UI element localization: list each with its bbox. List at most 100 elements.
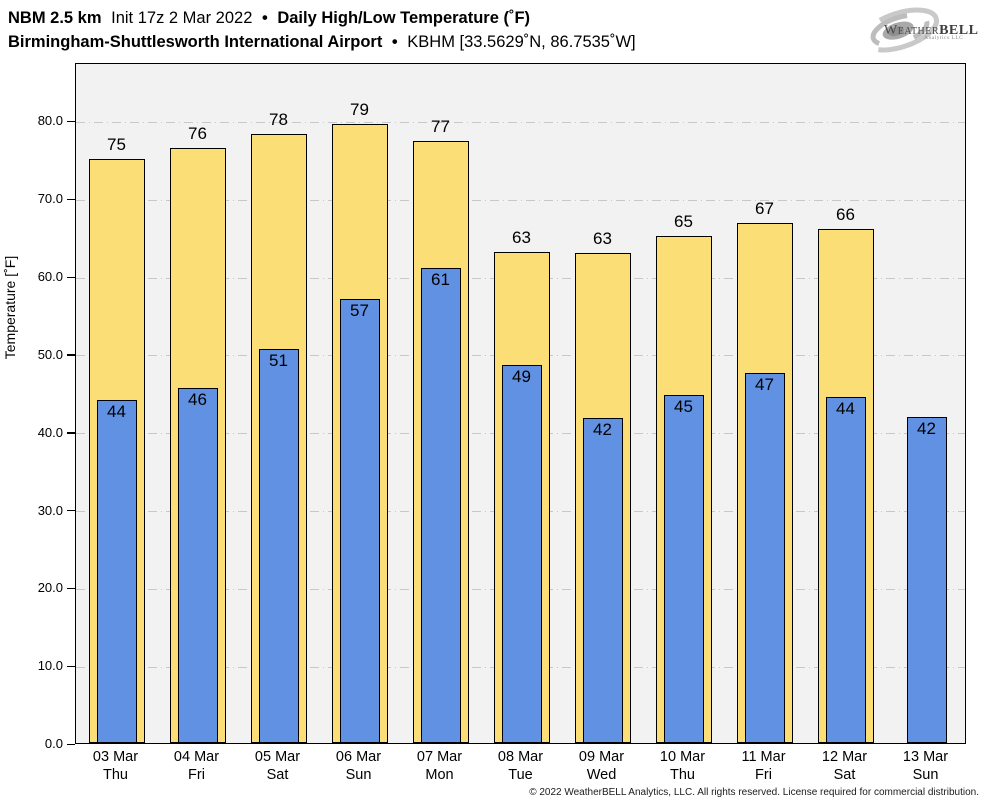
weatherbell-logo: WEATHERBELL Analytics LLC: [858, 2, 979, 58]
y-tick-mark: [67, 665, 75, 668]
x-axis-label: 07 Mar Mon: [395, 748, 485, 784]
logo-wordmark: WEATHERBELL: [884, 23, 979, 38]
x-label-date: 12 Mar: [821, 749, 868, 765]
chart-header: NBM 2.5 km Init 17z 2 Mar 2022 • Daily H…: [8, 6, 636, 54]
product-title: Daily High/Low Temperature (˚F): [277, 9, 531, 27]
x-label-date: 07 Mar: [416, 749, 463, 765]
x-label-date: 13 Mar: [902, 749, 949, 765]
x-axis-label: 03 Mar Thu: [71, 748, 161, 784]
y-tick-label: 10.0: [37, 658, 63, 674]
y-tick-mark: [67, 276, 75, 278]
y-tick-label: 40.0: [37, 424, 63, 440]
high-temp-label: 75: [107, 135, 126, 155]
high-temp-label: 79: [350, 100, 369, 120]
high-temp-label: 77: [431, 117, 450, 137]
x-label-weekday: Mon: [425, 767, 454, 783]
station-name: Birmingham-Shuttlesworth International A…: [8, 33, 383, 51]
x-label-weekday: Fri: [188, 767, 205, 783]
x-label-date: 03 Mar: [92, 749, 139, 765]
low-temp-bar: 49: [501, 364, 542, 743]
x-axis-label: 12 Mar Sat: [800, 748, 890, 784]
high-temp-label: 66: [836, 204, 855, 224]
high-temp-label: 63: [593, 229, 612, 249]
gridline: [76, 121, 965, 123]
x-label-weekday: Sat: [833, 767, 856, 783]
x-label-weekday: Tue: [508, 767, 533, 783]
y-axis-title: Temperature [˚F]: [2, 255, 18, 360]
low-temp-bar: 42: [906, 416, 947, 743]
init-time: Init 17z 2 Mar 2022: [111, 9, 253, 27]
y-tick-mark: [67, 354, 75, 356]
low-temp-label: 42: [917, 418, 936, 438]
y-tick-mark: [67, 743, 75, 745]
x-label-date: 04 Mar: [173, 749, 220, 765]
low-temp-label: 49: [512, 366, 531, 386]
y-tick-label: 20.0: [37, 580, 63, 596]
y-tick-mark: [67, 432, 75, 434]
high-temp-label: 65: [674, 211, 693, 231]
low-temp-bar: 46: [177, 388, 218, 743]
x-axis-label: 10 Mar Thu: [638, 748, 728, 784]
bullet-separator: •: [391, 33, 398, 51]
high-temp-label: 78: [269, 110, 288, 130]
low-temp-bar: 44: [96, 399, 137, 743]
low-temp-bar: 44: [825, 397, 866, 743]
low-temp-bar: 42: [582, 417, 623, 743]
low-temp-label: 44: [107, 401, 126, 421]
x-label-date: 11 Mar: [741, 749, 786, 765]
low-temp-label: 46: [188, 390, 207, 410]
x-axis-label: 08 Mar Tue: [476, 748, 566, 784]
x-label-date: 08 Mar: [497, 749, 544, 765]
x-axis-label: 13 Mar Sun: [881, 748, 971, 784]
y-tick-mark: [67, 198, 75, 201]
header-line-1: NBM 2.5 km Init 17z 2 Mar 2022 • Daily H…: [8, 6, 636, 30]
x-label-weekday: Sun: [345, 767, 372, 783]
x-label-date: 06 Mar: [335, 749, 382, 765]
hurricane-swirl-icon: [860, 7, 940, 53]
low-temp-bar: 57: [339, 299, 380, 743]
low-temp-bar: 51: [258, 349, 299, 743]
low-temp-label: 44: [836, 399, 855, 419]
y-tick-mark: [67, 510, 75, 512]
high-temp-label: 67: [755, 199, 774, 219]
x-axis-label: 05 Mar Sat: [233, 748, 323, 784]
y-tick-label: 80.0: [37, 113, 63, 129]
x-label-weekday: Fri: [755, 767, 772, 783]
low-temp-label: 51: [269, 351, 288, 371]
low-temp-label: 47: [755, 375, 774, 395]
logo-bell-text: BELL: [939, 23, 979, 38]
y-tick-mark: [67, 120, 75, 123]
x-axis-label: 09 Mar Wed: [557, 748, 647, 784]
y-tick-label: 60.0: [37, 269, 63, 285]
x-label-weekday: Sat: [266, 767, 289, 783]
y-tick-mark: [67, 587, 75, 590]
bullet-separator: •: [261, 9, 268, 27]
x-label-date: 09 Mar: [578, 749, 625, 765]
x-label-weekday: Thu: [103, 767, 128, 783]
high-temp-label: 76: [188, 124, 207, 144]
x-axis-label: 11 Mar Fri: [719, 748, 809, 784]
x-axis-label: 04 Mar Fri: [152, 748, 242, 784]
x-label-weekday: Wed: [586, 767, 617, 783]
low-temp-bar: 47: [744, 373, 785, 743]
x-label-date: 05 Mar: [254, 749, 301, 765]
high-temp-label: 63: [512, 227, 531, 247]
station-id: KBHM [33.5629˚N, 86.7535˚W]: [407, 33, 636, 51]
header-line-2: Birmingham-Shuttlesworth International A…: [8, 30, 636, 54]
low-temp-label: 61: [431, 270, 450, 290]
y-tick-label: 30.0: [37, 502, 63, 518]
logo-tagline: Analytics LLC: [924, 35, 964, 41]
low-temp-bar: 61: [420, 268, 461, 743]
plot-area: 75 44 76 46 78 51 79 57 77 61 63 49 63 42 65 45 67 47 66 44…: [75, 63, 966, 744]
x-label-weekday: Sun: [912, 767, 939, 783]
y-tick-label: 50.0: [37, 346, 63, 362]
low-temp-bar: 45: [663, 395, 704, 743]
y-tick-label: 70.0: [37, 191, 63, 207]
x-axis-label: 06 Mar Sun: [314, 748, 404, 784]
low-temp-label: 57: [350, 301, 369, 321]
low-temp-label: 42: [593, 419, 612, 439]
model-name: NBM 2.5 km: [8, 9, 102, 27]
logo-weather-text: EATHER: [897, 26, 940, 37]
x-label-weekday: Thu: [670, 767, 695, 783]
